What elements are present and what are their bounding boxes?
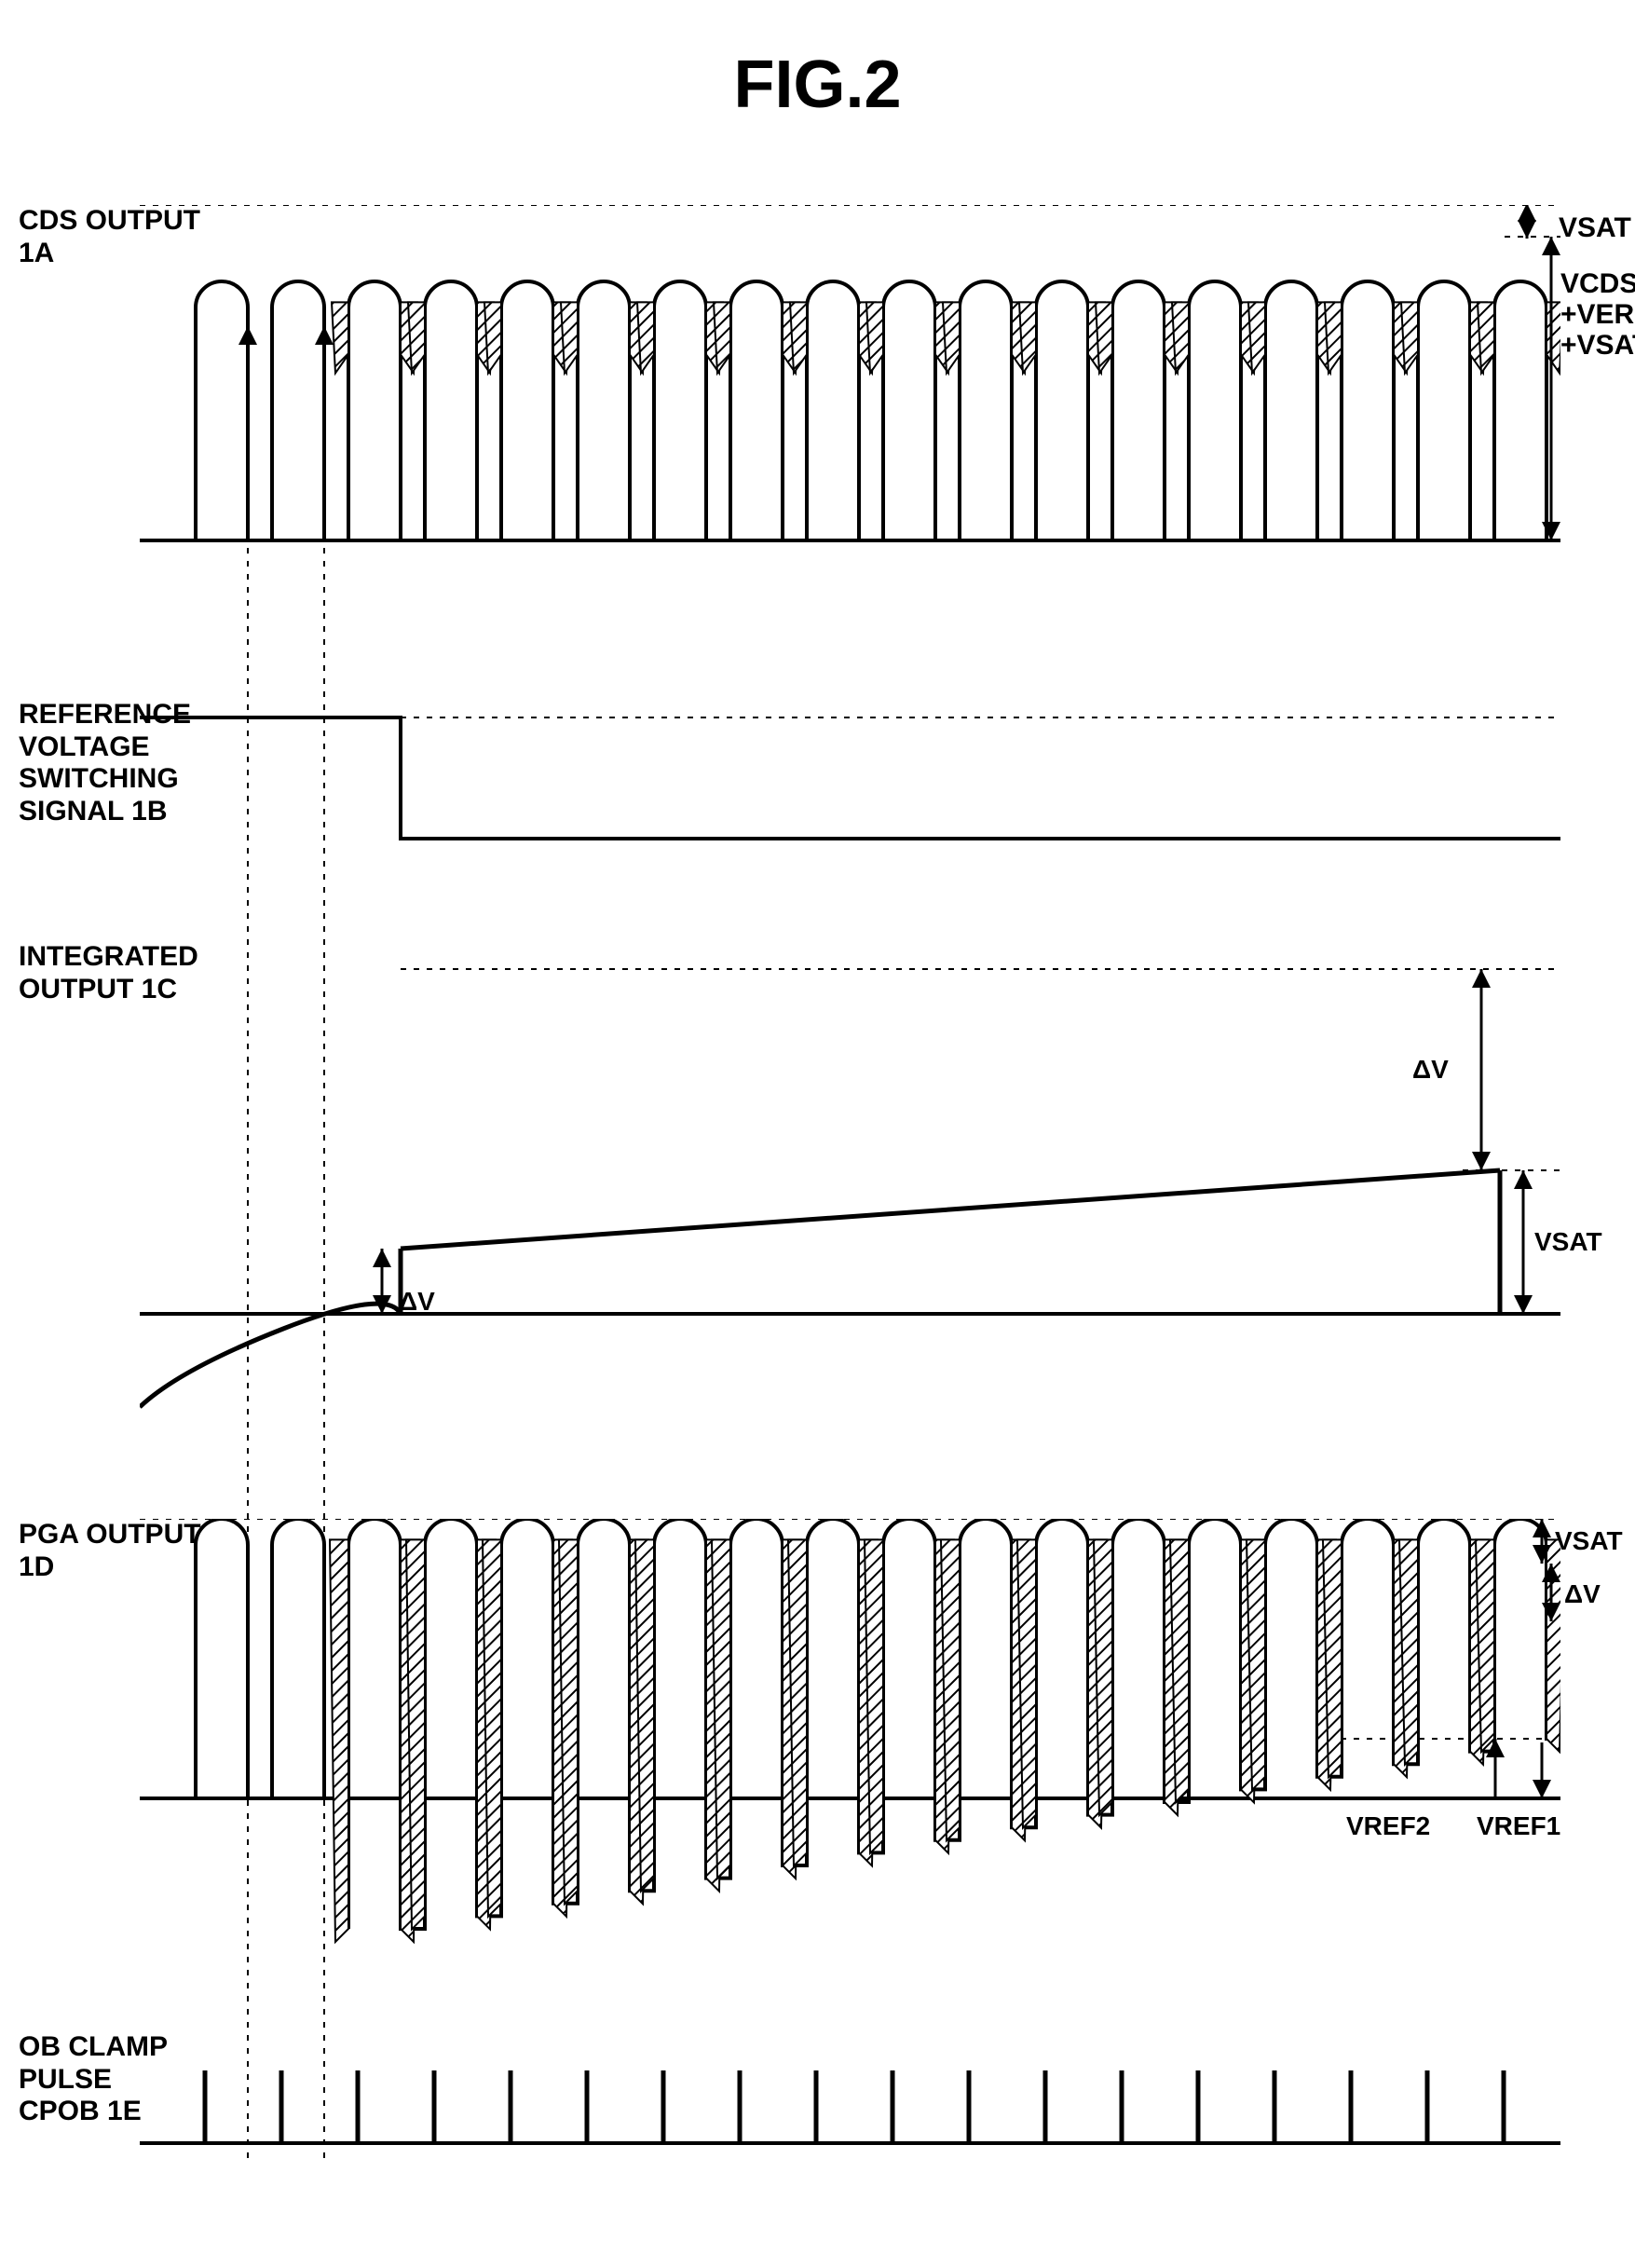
delta-v-right-label: ΔV [1412,1055,1449,1085]
vref1-label: VREF1 [1477,1811,1560,1841]
cds-output-label: CDS OUTPUT1A [19,205,200,269]
pga-dv-label: ΔV [1564,1579,1601,1609]
figure-title: FIG.2 [733,47,901,123]
ob-clamp-label-text: OB CLAMPPULSECPOB 1E [19,2031,168,2126]
vcds-label: VCDS=VREF1+VERR+VSAT [1560,268,1635,361]
ref-voltage-waveform [140,699,1560,904]
panel-ref-voltage-switching: REFERENCEVOLTAGESWITCHINGSIGNAL 1B [140,699,1560,904]
panel-ob-clamp-pulse: OB CLAMPPULSECPOB 1E [140,2031,1560,2199]
ob-clamp-label: OB CLAMPPULSECPOB 1E [19,2031,168,2128]
delta-v-left-label: ΔV [399,1287,435,1317]
pga-label: PGA OUTPUT1D [19,1519,201,1583]
vcds-label-text: VCDS=VREF1+VERR+VSAT [1560,268,1635,361]
cds-output-waveform [140,205,1560,587]
vsat-label: VSAT [1559,212,1631,243]
integrated-label-text: INTEGRATEDOUTPUT 1C [19,941,198,1004]
vref2-label: VREF2 [1346,1811,1430,1841]
panel-integrated-output: INTEGRATEDOUTPUT 1C ΔV ΔV VSAT [140,941,1560,1435]
vsat-right-label: VSAT [1534,1227,1602,1257]
ref-voltage-label-text: REFERENCEVOLTAGESWITCHINGSIGNAL 1B [19,699,191,827]
panel-pga-output: PGA OUTPUT1D VSAT ΔV VREF2 VREF1 [140,1519,1560,1985]
figure-container: FIG.2 CDS OUTPUT1A VSAT VCDS=VREF1+VERR+… [19,19,1616,2249]
pga-label-text: PGA OUTPUT1D [19,1519,201,1582]
cds-output-label-text: CDS OUTPUT1A [19,205,200,268]
pga-waveform [140,1519,1560,1985]
ob-clamp-waveform [140,2031,1560,2199]
pga-vsat-label: VSAT [1555,1526,1623,1556]
integrated-label: INTEGRATEDOUTPUT 1C [19,941,198,1005]
panel-cds-output: CDS OUTPUT1A VSAT VCDS=VREF1+VERR+VSAT [140,205,1560,587]
integrated-waveform [140,941,1560,1435]
ref-voltage-label: REFERENCEVOLTAGESWITCHINGSIGNAL 1B [19,699,191,827]
